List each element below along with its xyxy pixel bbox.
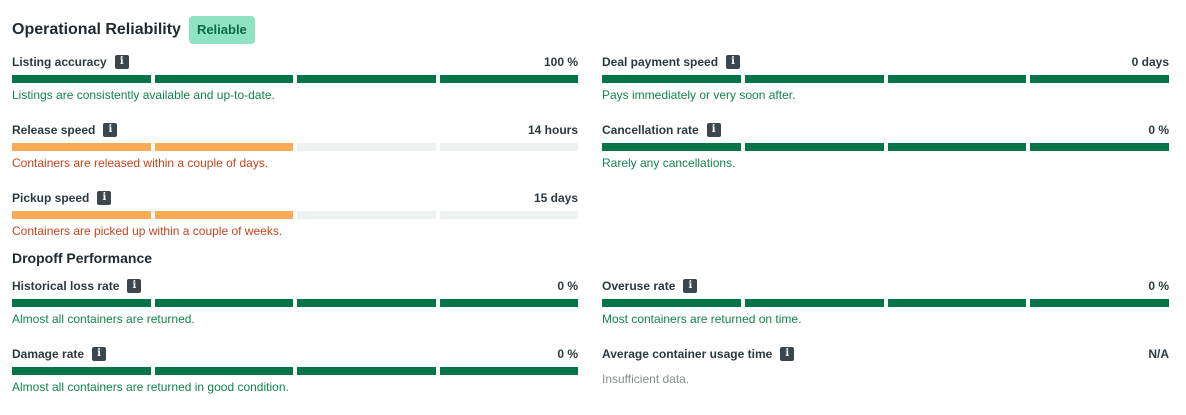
progress-segment [602,75,741,83]
metric-description: Pays immediately or very soon after. [602,88,796,102]
progress-segment [439,75,578,83]
metric-label: Listing accuracy [12,55,107,69]
metric-description: Rarely any cancellations. [602,156,736,170]
progress-segment [887,299,1027,307]
metric-description: Almost all containers are returned. [12,312,195,326]
progress-segment [297,143,436,151]
progress-bar [12,367,578,375]
dropoff-performance-header: Dropoff Performance [12,250,152,266]
info-icon[interactable]: i [114,55,129,69]
metric-description: Containers are released within a couple … [12,156,269,170]
progress-segment [744,299,884,307]
progress-segment [887,143,1027,151]
metric-label: Cancellation rate [602,123,699,137]
metric-average-container-usage-time: Average container usage time i N/A Insuf… [602,345,1169,386]
progress-segment [154,367,293,375]
metric-description: Most containers are returned on time. [602,312,802,326]
progress-segment [744,75,884,83]
progress-segment [154,143,293,151]
metric-label: Release speed [12,123,96,137]
info-icon[interactable]: i [706,123,721,137]
progress-segment [12,211,151,219]
info-icon[interactable]: i [726,55,741,69]
metric-listing-accuracy: Listing accuracy i 100 % Listings are co… [12,53,578,102]
metric-description: Containers are picked up within a couple… [12,224,283,238]
metric-value: 0 days [1131,55,1169,69]
progress-segment [297,75,436,83]
metric-cancellation-rate: Cancellation rate i 0 % Rarely any cance… [602,121,1169,170]
info-icon[interactable]: i [780,347,795,361]
progress-bar [602,75,1169,83]
metric-damage-rate: Damage rate i 0 % Almost all containers … [12,345,578,394]
progress-segment [439,211,578,219]
progress-segment [12,75,151,83]
progress-segment [439,143,578,151]
metric-release-speed: Release speed i 14 hours Containers are … [12,121,578,170]
metric-label: Pickup speed [12,191,90,205]
progress-segment [602,299,741,307]
progress-segment [439,299,578,307]
progress-bar [12,75,578,83]
progress-bar [12,211,578,219]
info-icon[interactable]: i [127,279,142,293]
metric-label: Damage rate [12,347,85,361]
info-icon[interactable]: i [97,191,112,205]
progress-segment [12,367,151,375]
section-title: Dropoff Performance [12,250,153,266]
metric-label: Deal payment speed [602,55,719,69]
progress-segment [297,367,436,375]
progress-segment [12,299,151,307]
metric-pickup-speed: Pickup speed i 15 days Containers are pi… [12,189,578,238]
metric-label: Historical loss rate [12,279,120,293]
progress-segment [154,299,293,307]
progress-bar [602,299,1169,307]
metric-value: 100 % [543,55,578,69]
metric-value: 0 % [557,279,578,293]
metric-overuse-rate: Overuse rate i 0 % Most containers are r… [602,277,1169,326]
metric-value: 15 days [533,191,578,205]
progress-segment [1030,143,1169,151]
metric-value: 0 % [1148,279,1169,293]
metric-value: 14 hours [527,123,578,137]
info-icon[interactable]: i [92,347,107,361]
metric-historical-loss-rate: Historical loss rate i 0 % Almost all co… [12,277,578,326]
metric-value: 0 % [1148,123,1169,137]
metric-description: Listings are consistently available and … [12,88,275,102]
metric-description: Almost all containers are returned in go… [12,380,289,394]
metric-description: Insufficient data. [602,372,690,386]
metric-deal-payment-speed: Deal payment speed i 0 days Pays immedia… [602,53,1169,102]
progress-segment [887,75,1027,83]
progress-segment [1030,75,1169,83]
progress-segment [154,211,293,219]
progress-segment [297,211,436,219]
metric-value: 0 % [557,347,578,361]
section-title: Operational Reliability [12,21,181,38]
progress-bar [602,143,1169,151]
info-icon[interactable]: i [103,123,118,137]
progress-segment [602,143,741,151]
progress-bar [12,143,578,151]
progress-bar [12,299,578,307]
progress-segment [297,299,436,307]
metric-label: Average container usage time [602,347,773,361]
progress-segment [154,75,293,83]
progress-segment [1030,299,1169,307]
reliability-badge: Reliable [188,16,255,44]
metric-value: N/A [1148,347,1169,361]
metric-label: Overuse rate [602,279,676,293]
operational-reliability-header: Operational Reliability Reliable [12,16,255,44]
progress-segment [439,367,578,375]
progress-segment [12,143,151,151]
info-icon[interactable]: i [683,279,698,293]
progress-segment [744,143,884,151]
